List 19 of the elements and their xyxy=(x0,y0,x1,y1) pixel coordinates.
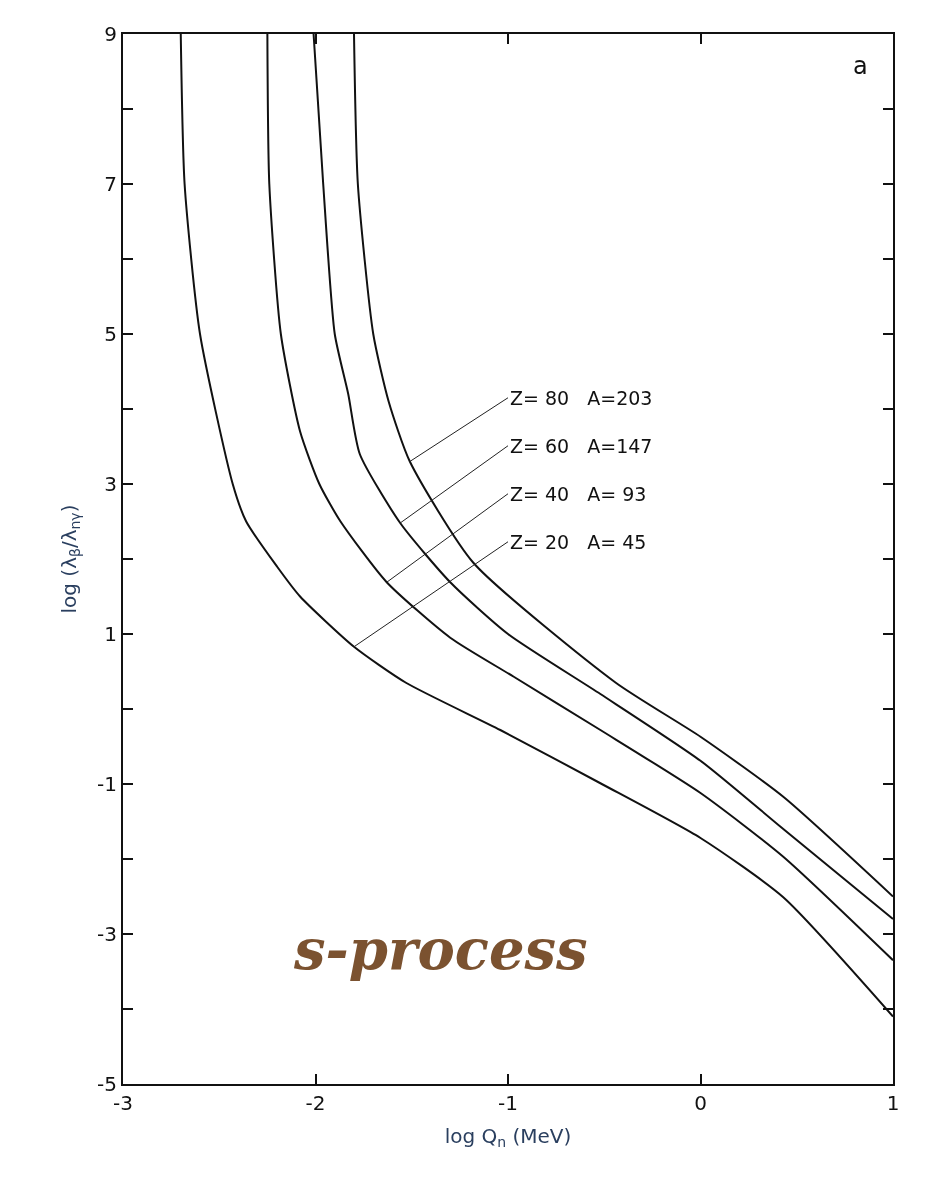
y-tick-label: 9 xyxy=(104,22,117,46)
x-tick-label: 0 xyxy=(694,1091,707,1115)
annotation: Z= 20 A= 45 xyxy=(510,531,647,553)
y-tick-label: 7 xyxy=(104,172,117,196)
x-tick-label: -1 xyxy=(498,1091,518,1115)
annotation: s-process xyxy=(293,916,588,982)
y-tick-label: 1 xyxy=(104,622,117,646)
y-tick-label: 5 xyxy=(104,322,117,346)
annotation: Z= 80 A=203 xyxy=(510,387,653,409)
annotation: Z= 60 A=147 xyxy=(510,435,653,457)
y-tick-label: 3 xyxy=(104,472,117,496)
y-tick-label: -3 xyxy=(97,922,117,946)
x-tick-label: 1 xyxy=(886,1091,900,1115)
x-tick-label: -2 xyxy=(305,1091,326,1115)
y-tick-label: -5 xyxy=(97,1072,117,1096)
x-axis-title: log Q$_{n}$ (MeV) xyxy=(444,1124,572,1151)
annotation: a xyxy=(853,52,868,80)
annotation: Z= 40 A= 93 xyxy=(510,483,647,505)
y-tick-label: -1 xyxy=(97,772,117,796)
